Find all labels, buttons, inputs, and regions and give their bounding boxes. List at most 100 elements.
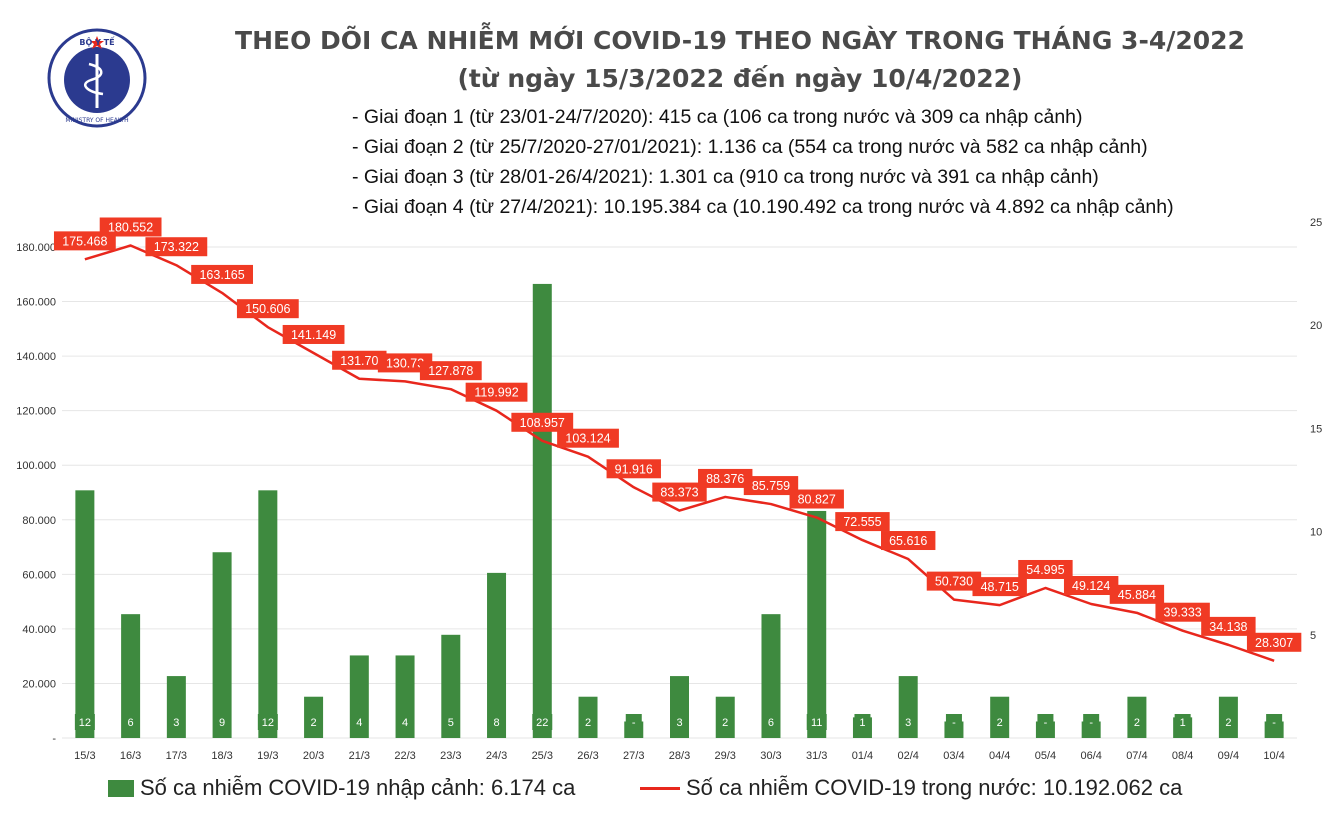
legend-item-line: Số ca nhiễm COVID-19 trong nước: 10.192.…: [640, 775, 1182, 801]
bar: [212, 552, 232, 738]
x-tick-label: 25/3: [532, 750, 553, 762]
line-value-label: 48.715: [981, 580, 1019, 594]
bar-value-label: 9: [219, 717, 225, 729]
y-right-tick-label: 25: [1310, 217, 1322, 229]
line-label-bg: [1063, 576, 1119, 596]
line-value-label: 91.916: [615, 462, 653, 476]
x-tick-label: 04/4: [989, 750, 1010, 762]
line-value-label: 131.70: [340, 354, 378, 368]
x-tick-label: 23/3: [440, 750, 461, 762]
bar-label-bg: [168, 714, 185, 730]
y-right-tick-label: 20: [1310, 320, 1322, 332]
chart-subtitle: (từ ngày 15/3/2022 đến ngày 10/4/2022): [457, 64, 1023, 93]
x-tick-label: 18/3: [211, 750, 232, 762]
bar-label-bg: [74, 714, 95, 730]
chart-legend: Số ca nhiễm COVID-19 nhập cảnh: 6.174 ca…: [0, 775, 1334, 811]
bar-label-bg: [625, 714, 642, 730]
y-left-tick-label: 160.000: [16, 297, 56, 309]
line-value-label: 141.149: [291, 328, 336, 342]
bar-label-bg: [991, 714, 1008, 730]
bar-label-bg: [1037, 714, 1054, 730]
x-tick-label: 03/4: [943, 750, 964, 762]
line-label-bg: [652, 482, 707, 502]
bar-label-bg: [762, 714, 779, 730]
line-label-bg: [926, 571, 982, 591]
phase-note-2: - Giai đoạn 2 (từ 25/7/2020-27/01/2021):…: [352, 136, 1148, 158]
line-value-label: 150.606: [245, 302, 290, 316]
line-label-bg: [377, 353, 433, 373]
bar-label-bg: [532, 714, 553, 730]
x-tick-label: 01/4: [852, 750, 873, 762]
line-value-label: 83.373: [660, 486, 698, 500]
line-label-bg: [557, 428, 619, 448]
x-tick-label: 07/4: [1126, 750, 1147, 762]
bar-value-label: 3: [905, 717, 911, 729]
legend-line-swatch: [640, 786, 680, 790]
line-label-bg: [835, 512, 890, 532]
bar-label-bg: [305, 714, 322, 730]
x-tick-label: 02/4: [897, 750, 918, 762]
bar-value-label: 4: [402, 717, 408, 729]
line-label-bg: [789, 489, 844, 509]
bar: [532, 283, 552, 738]
x-tick-label: 30/3: [760, 750, 781, 762]
x-tick-label: 21/3: [349, 750, 370, 762]
bar: [807, 510, 827, 738]
x-tick-label: 10/4: [1263, 750, 1284, 762]
y-left-tick-label: 40.000: [22, 624, 56, 636]
bar-label-bg: [1128, 714, 1145, 730]
line-value-label: 54.995: [1026, 563, 1064, 577]
bar-value-label: 2: [1134, 717, 1140, 729]
line-label-bg: [99, 217, 162, 237]
bar-label-bg: [1174, 714, 1191, 730]
line-label-bg: [1109, 584, 1165, 604]
bar-label-bg: [351, 714, 368, 730]
line-value-label: 119.992: [474, 386, 518, 400]
line-label-bg: [1201, 616, 1256, 636]
x-tick-label: 16/3: [120, 750, 141, 762]
bar-value-label: 22: [536, 717, 548, 729]
bar-label-bg: [580, 714, 597, 730]
x-tick-label: 17/3: [166, 750, 187, 762]
line-label-bg: [236, 299, 299, 319]
line-value-label: 34.138: [1209, 620, 1247, 634]
line-label-bg: [698, 468, 753, 488]
bar-label-bg: [257, 714, 278, 730]
line-label-bg: [191, 264, 253, 284]
line-label-bg: [1018, 559, 1073, 579]
x-tick-label: 06/4: [1080, 750, 1101, 762]
line-label-bg: [332, 350, 387, 370]
bar-label-bg: [900, 714, 917, 730]
line-value-label: 180.552: [108, 220, 153, 234]
y-left-tick-label: 80.000: [22, 515, 56, 527]
bar-value-label: 2: [1225, 717, 1231, 729]
x-tick-label: 27/3: [623, 750, 644, 762]
bar-value-label: 11: [811, 717, 822, 729]
bar-value-label: 6: [128, 717, 134, 729]
y-left-tick-label: 20.000: [22, 678, 56, 690]
logo-top-text: BỘ Y TẾ: [79, 35, 115, 47]
x-tick-label: 31/3: [806, 750, 827, 762]
bar-value-label: 1: [859, 717, 865, 729]
bar-value-label: 2: [722, 717, 728, 729]
y-left-tick-label: 100.000: [16, 460, 56, 472]
line-value-label: 28.307: [1255, 636, 1293, 650]
y-left-tick-label: 60.000: [22, 569, 56, 581]
legend-item-bars: Số ca nhiễm COVID-19 nhập cảnh: 6.174 ca: [108, 775, 575, 801]
bar-value-label: 2: [997, 717, 1003, 729]
y-left-tick-label: 140.000: [16, 351, 56, 363]
bar-value-label: 2: [311, 717, 317, 729]
phase-note-3: - Giai đoạn 3 (từ 28/01-26/4/2021): 1.30…: [352, 166, 1099, 188]
bar-value-label: 3: [676, 717, 682, 729]
line-value-label: 72.555: [843, 515, 881, 529]
phase-notes: - Giai đoạn 1 (từ 23/01-24/7/2020): 415 …: [352, 102, 1174, 222]
bar-value-label: -: [1272, 717, 1276, 729]
y-right-tick-label: 15: [1310, 423, 1322, 435]
line-value-label: 108.957: [520, 416, 565, 430]
line-label-bg: [282, 324, 345, 344]
line-value-label: 85.759: [752, 479, 790, 493]
bar: [258, 490, 278, 738]
line-label-bg: [972, 577, 1027, 597]
line-label-bg: [511, 412, 574, 432]
